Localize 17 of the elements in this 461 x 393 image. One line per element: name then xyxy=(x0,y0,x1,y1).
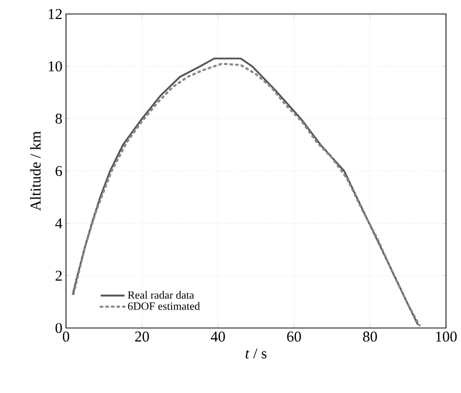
x-tick-label: 80 xyxy=(363,332,377,342)
y-tick-label: 6 xyxy=(56,166,62,176)
x-tick-label: 0 xyxy=(62,332,70,342)
legend-label: 6DOF estimated xyxy=(128,302,200,310)
x-axis-title: t / s xyxy=(246,348,266,359)
y-tick-label: 4 xyxy=(55,218,62,228)
y-tick-label: 0 xyxy=(56,322,62,334)
x-tick-label: 60 xyxy=(287,332,301,342)
x-tick-label: 40 xyxy=(210,332,225,342)
y-tick-label: 10 xyxy=(48,61,62,72)
y-tick-label: 8 xyxy=(56,114,62,124)
x-tick-label: 100 xyxy=(436,332,457,342)
y-tick-label: 2 xyxy=(56,270,62,281)
legend-label: Real radar data xyxy=(128,291,194,299)
x-tick-label: 20 xyxy=(135,332,149,342)
y-axis-title: Altitude / km xyxy=(30,131,41,211)
y-tick-label: 12 xyxy=(48,9,62,19)
